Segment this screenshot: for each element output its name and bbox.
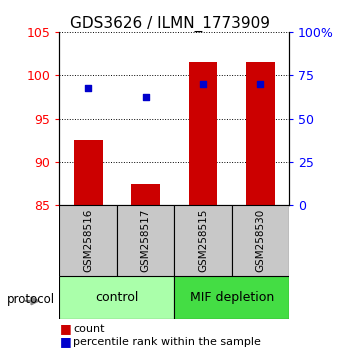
Bar [174, 276, 289, 319]
Text: ■: ■ [59, 322, 71, 335]
Text: count: count [73, 324, 105, 333]
Text: GSM258517: GSM258517 [140, 209, 151, 273]
Text: protocol: protocol [7, 293, 55, 306]
Bar [131, 184, 160, 205]
Text: MIF depletion: MIF depletion [189, 291, 274, 304]
Point [143, 94, 148, 100]
Bar [59, 276, 174, 319]
Bar [232, 205, 289, 276]
Text: GSM258515: GSM258515 [198, 209, 208, 273]
Bar [189, 62, 217, 205]
Text: ■: ■ [59, 335, 71, 348]
Text: control: control [95, 291, 139, 304]
Bar [246, 62, 275, 205]
Bar [117, 205, 174, 276]
Text: percentile rank within the sample: percentile rank within the sample [73, 337, 261, 347]
Text: GDS3626 / ILMN_1773909: GDS3626 / ILMN_1773909 [70, 16, 270, 32]
Text: GSM258530: GSM258530 [255, 209, 265, 272]
Bar [174, 205, 232, 276]
Text: GSM258516: GSM258516 [83, 209, 93, 273]
Point [258, 81, 263, 87]
Point [85, 85, 91, 91]
Bar [74, 140, 103, 205]
Bar [59, 205, 117, 276]
Point [200, 81, 206, 87]
